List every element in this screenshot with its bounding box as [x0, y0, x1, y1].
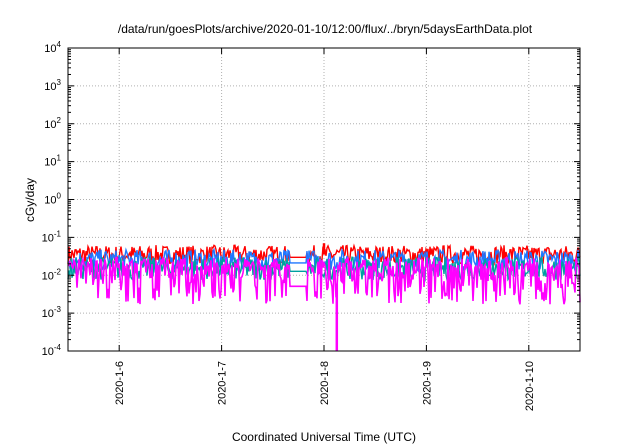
x-axis-ticks: 2020-1-6 2020-1-7 2020-1-8 2020-1-9 2020-1-1…: [114, 48, 536, 411]
y-tick-label: 10-2: [42, 267, 62, 282]
x-tick-label: 2020-1-9: [421, 361, 433, 405]
y-tick-label: 101: [44, 154, 61, 169]
x-tick-label: 2020-1-10: [524, 361, 536, 411]
series-line: [67, 256, 581, 305]
y-tick-label: 10-3: [42, 305, 62, 320]
y-tick-label: 10-1: [42, 229, 62, 244]
y-tick-label: 102: [44, 116, 61, 131]
series-group: [67, 243, 581, 351]
y-tick-label: 104: [44, 40, 61, 55]
x-tick-label: 2020-1-7: [217, 361, 229, 405]
y-tick-label: 103: [44, 78, 61, 93]
series-line: [67, 255, 581, 282]
y-tick-label: 100: [44, 192, 61, 207]
y-axis-ticks: 10-4 10-3 10-2 10-1 100 101 102 103 104: [42, 40, 580, 358]
x-axis-label: Coordinated Universal Time (UTC): [232, 430, 416, 444]
y-axis-label: cGy/day: [23, 178, 37, 222]
x-tick-label: 2020-1-6: [114, 361, 126, 405]
grid: [68, 48, 580, 351]
x-tick-label: 2020-1-8: [319, 361, 331, 405]
y-tick-label: 10-4: [42, 343, 62, 358]
chart-title: /data/run/goesPlots/archive/2020-01-10/1…: [118, 22, 533, 36]
